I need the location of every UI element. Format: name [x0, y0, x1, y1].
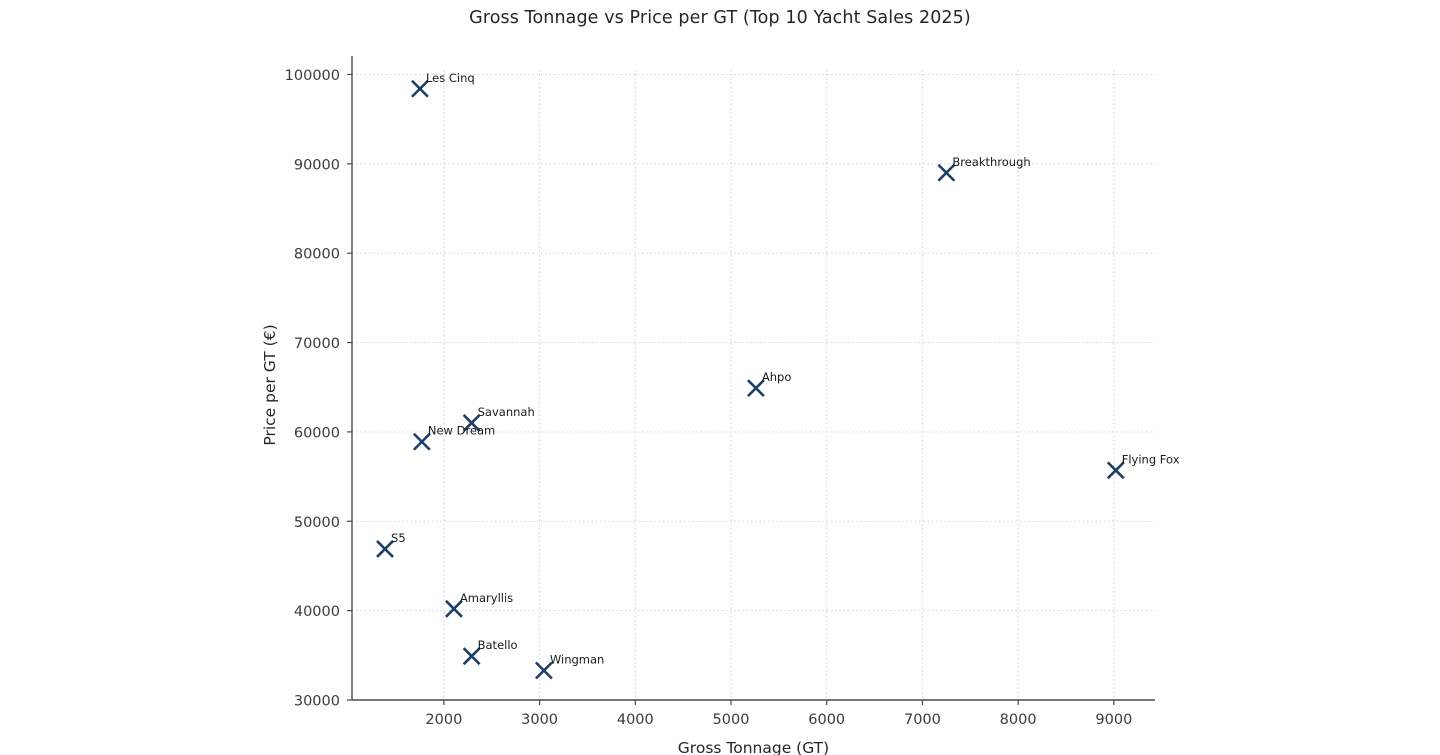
data-point-label: Les Cinq — [426, 71, 475, 85]
data-point: Flying Fox — [1106, 452, 1180, 480]
x-tick-label: 4000 — [617, 712, 654, 728]
data-point: Batello — [462, 638, 518, 666]
data-point: New Dream — [412, 424, 495, 451]
x-axis-ticks-group: 2000 3000 4000 5000 6000 7000 8000 9000 — [425, 700, 1132, 728]
data-point-label: Breakthrough — [952, 155, 1030, 169]
y-tick-label: 100000 — [285, 68, 340, 84]
data-point-marker — [412, 432, 431, 451]
x-tick-label: 7000 — [904, 712, 941, 728]
data-point-label: Batello — [478, 638, 518, 652]
x-tick-label: 9000 — [1095, 712, 1132, 728]
data-point: Ahpo — [746, 370, 792, 398]
x-tick-label: 3000 — [521, 712, 558, 728]
data-point-label: Savannah — [478, 405, 535, 419]
data-point: Savannah — [462, 405, 535, 432]
x-tick-label: 5000 — [713, 712, 750, 728]
y-tick-label: 80000 — [294, 247, 340, 263]
data-points-group: Les Cinq Breakthrough Ahpo Flying Fox Savann… — [376, 71, 1180, 680]
data-point-marker — [462, 647, 481, 666]
y-tick-label: 40000 — [294, 604, 340, 620]
data-point-marker — [462, 414, 481, 432]
data-point: Les Cinq — [411, 71, 475, 98]
data-point-label: Amaryllis — [460, 591, 513, 605]
data-point-marker — [937, 163, 956, 182]
y-tick-label: 30000 — [294, 694, 340, 710]
x-tick-label: 2000 — [425, 712, 462, 728]
y-tick-label: 50000 — [294, 515, 340, 531]
data-point: Breakthrough — [937, 155, 1031, 182]
data-point: Wingman — [534, 653, 604, 680]
chart-title: Gross Tonnage vs Price per GT (Top 10 Ya… — [469, 8, 971, 28]
data-point-marker — [376, 540, 394, 558]
data-point-label: Ahpo — [762, 370, 792, 384]
y-tick-label: 90000 — [294, 157, 340, 173]
y-tick-label: 70000 — [294, 336, 340, 352]
data-point-marker — [746, 379, 765, 398]
data-point: Amaryllis — [445, 591, 513, 618]
x-tick-label: 8000 — [1000, 712, 1037, 728]
data-point-label: Flying Fox — [1122, 452, 1180, 466]
x-tick-label: 6000 — [808, 712, 845, 728]
data-point-marker — [411, 79, 429, 98]
y-axis-ticks-group: 30000 40000 50000 60000 70000 80000 90000 10000… — [285, 68, 352, 710]
data-point-marker — [445, 599, 463, 618]
y-tick-label: 60000 — [294, 425, 340, 441]
data-point: S5 — [376, 531, 406, 558]
data-point-label: New Dream — [428, 424, 495, 438]
y-axis-title: Price per GT (€) — [261, 324, 279, 445]
data-point-marker — [534, 661, 553, 680]
data-point-label: S5 — [391, 531, 406, 545]
x-axis-title: Gross Tonnage (GT) — [678, 739, 829, 755]
data-point-marker — [1106, 461, 1125, 480]
data-point-label: Wingman — [550, 653, 604, 667]
